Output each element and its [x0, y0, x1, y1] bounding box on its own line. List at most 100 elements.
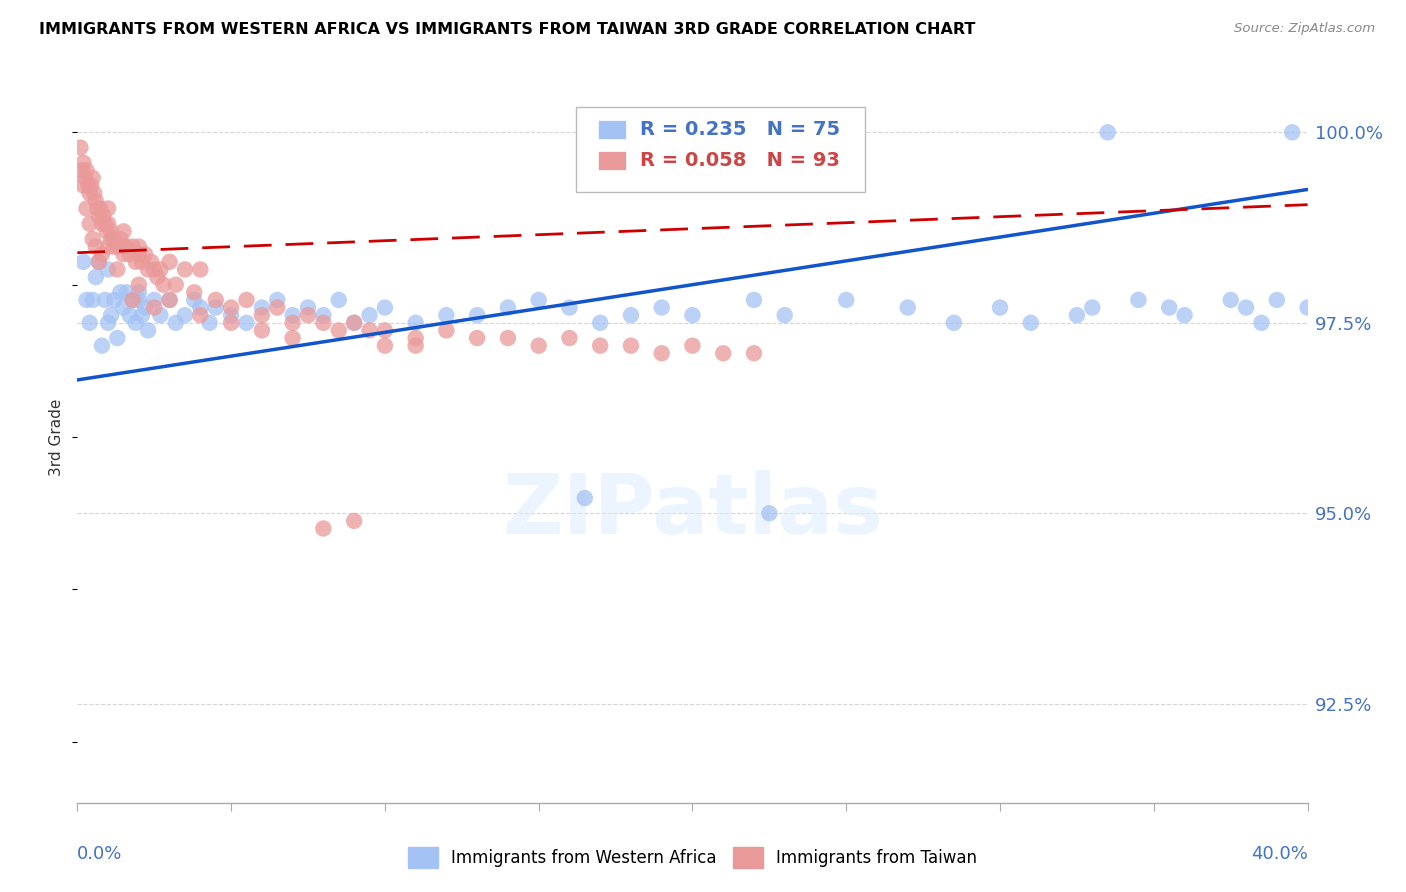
- Point: [128, 285, 150, 300]
- Point: [165, 316, 187, 330]
- Point: [87, 255, 110, 269]
- Point: [118, 308, 141, 322]
- Point: [1281, 125, 1303, 139]
- Point: [103, 293, 125, 307]
- Point: [281, 308, 304, 322]
- Point: [359, 323, 381, 337]
- Point: [76, 293, 98, 307]
- Point: [90, 247, 114, 261]
- Point: [128, 277, 150, 292]
- Text: 40.0%: 40.0%: [1251, 845, 1308, 863]
- Point: [1128, 293, 1150, 307]
- Point: [190, 308, 212, 322]
- Point: [134, 247, 156, 261]
- Point: [620, 338, 643, 352]
- Point: [73, 171, 96, 186]
- Point: [84, 239, 107, 253]
- Point: [70, 163, 93, 178]
- Point: [204, 293, 226, 307]
- Point: [77, 178, 100, 193]
- Point: [1081, 301, 1104, 315]
- Point: [118, 247, 141, 261]
- Point: [84, 194, 107, 208]
- Point: [152, 277, 174, 292]
- Point: [711, 346, 734, 360]
- Point: [328, 293, 350, 307]
- Point: [146, 270, 169, 285]
- Point: [1019, 316, 1042, 330]
- Point: [80, 178, 103, 193]
- Point: [86, 202, 108, 216]
- Point: [558, 331, 581, 345]
- Text: IMMIGRANTS FROM WESTERN AFRICA VS IMMIGRANTS FROM TAIWAN 3RD GRADE CORRELATION C: IMMIGRANTS FROM WESTERN AFRICA VS IMMIGR…: [39, 22, 976, 37]
- Point: [496, 331, 519, 345]
- Point: [76, 163, 98, 178]
- Point: [281, 331, 304, 345]
- Point: [312, 316, 335, 330]
- Point: [574, 491, 596, 505]
- Point: [1234, 301, 1257, 315]
- Point: [651, 301, 673, 315]
- Point: [1066, 308, 1088, 322]
- Point: [558, 301, 581, 315]
- Point: [527, 338, 550, 352]
- Point: [343, 514, 366, 528]
- Point: [89, 202, 111, 216]
- Point: [235, 316, 257, 330]
- Point: [72, 155, 94, 169]
- Point: [82, 293, 104, 307]
- Point: [84, 270, 107, 285]
- Point: [250, 308, 273, 322]
- Point: [110, 232, 132, 246]
- Point: [527, 293, 550, 307]
- Point: [97, 262, 120, 277]
- Point: [143, 262, 166, 277]
- Point: [94, 293, 117, 307]
- Point: [219, 308, 242, 322]
- Point: [465, 331, 488, 345]
- Point: [79, 316, 101, 330]
- Point: [942, 316, 965, 330]
- Point: [121, 239, 143, 253]
- Point: [112, 224, 135, 238]
- Point: [742, 346, 765, 360]
- Point: [112, 239, 135, 253]
- Point: [97, 217, 120, 231]
- Point: [219, 301, 242, 315]
- Point: [97, 239, 120, 253]
- Point: [149, 308, 172, 322]
- Point: [131, 308, 153, 322]
- Point: [87, 255, 110, 269]
- Point: [250, 301, 273, 315]
- Point: [682, 308, 704, 322]
- Point: [190, 301, 212, 315]
- Point: [97, 202, 120, 216]
- Legend: Immigrants from Western Africa, Immigrants from Taiwan: Immigrants from Western Africa, Immigran…: [408, 847, 977, 868]
- Point: [190, 262, 212, 277]
- Point: [266, 301, 288, 315]
- Point: [159, 255, 181, 269]
- Point: [103, 239, 125, 253]
- Point: [112, 301, 135, 315]
- Point: [742, 293, 765, 307]
- Point: [835, 293, 858, 307]
- Point: [143, 301, 166, 315]
- Point: [110, 285, 132, 300]
- Point: [174, 308, 197, 322]
- Point: [183, 285, 205, 300]
- Point: [405, 316, 427, 330]
- Point: [266, 293, 288, 307]
- Point: [204, 301, 226, 315]
- Point: [436, 308, 458, 322]
- Point: [128, 293, 150, 307]
- Point: [128, 239, 150, 253]
- Point: [235, 293, 257, 307]
- Point: [436, 323, 458, 337]
- Point: [988, 301, 1011, 315]
- Point: [297, 308, 319, 322]
- Point: [79, 186, 101, 201]
- Point: [93, 209, 115, 223]
- Point: [83, 186, 105, 201]
- Point: [897, 301, 920, 315]
- Point: [374, 323, 396, 337]
